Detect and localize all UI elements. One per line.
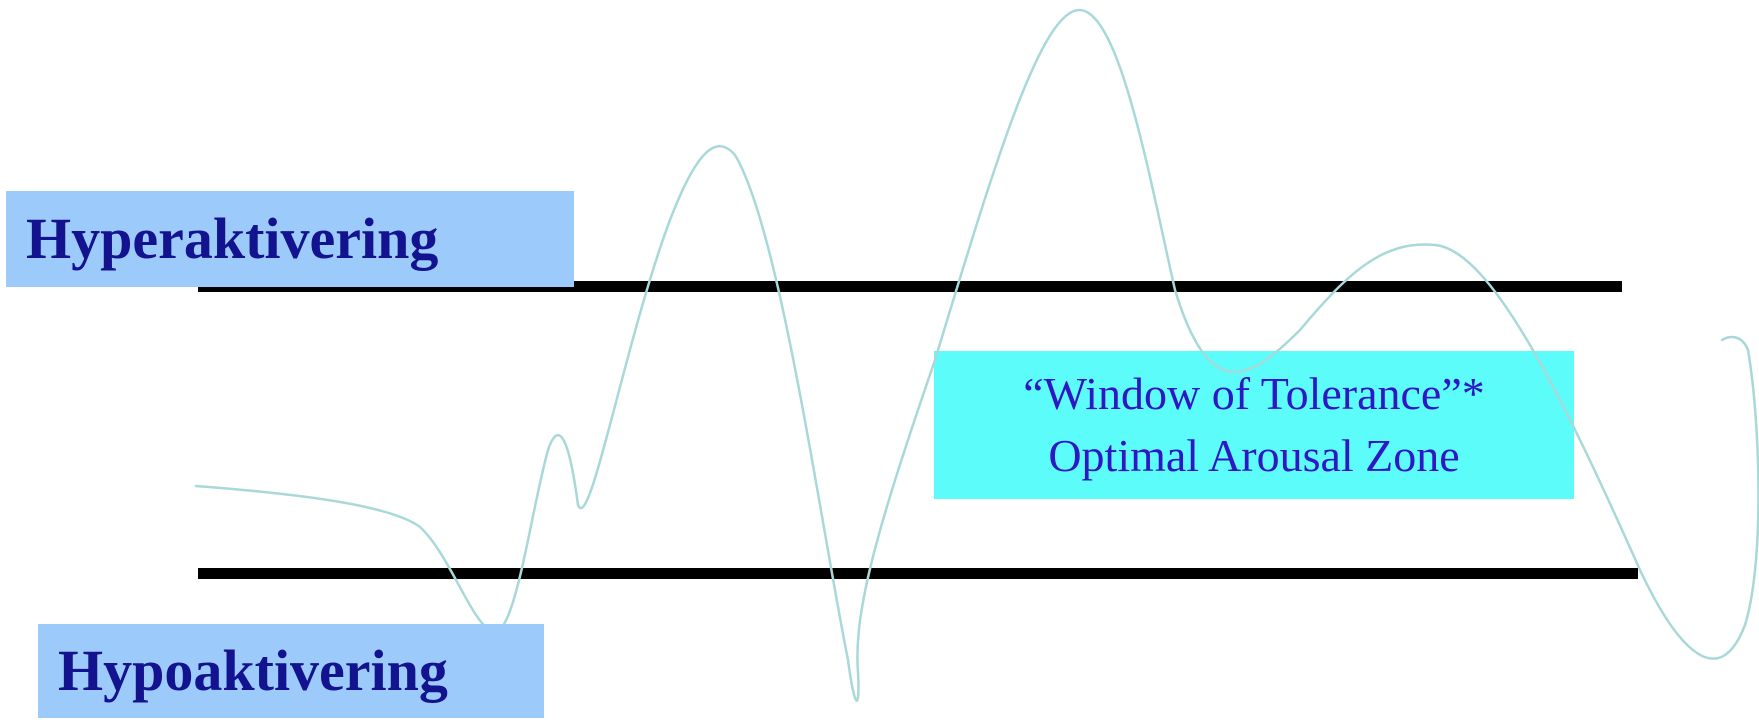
- lower-threshold-line: [198, 568, 1638, 579]
- window-of-tolerance-box: “Window of Tolerance”* Optimal Arousal Z…: [934, 351, 1574, 499]
- window-subtitle: Optimal Arousal Zone: [1048, 430, 1460, 481]
- hypoactivation-text: Hypoaktivering: [58, 638, 448, 703]
- hyperactivation-label: Hyperaktivering: [6, 191, 574, 287]
- hyperactivation-text: Hyperaktivering: [26, 206, 439, 271]
- window-title: “Window of Tolerance”*: [1023, 368, 1485, 419]
- hypoactivation-label: Hypoaktivering: [38, 624, 544, 718]
